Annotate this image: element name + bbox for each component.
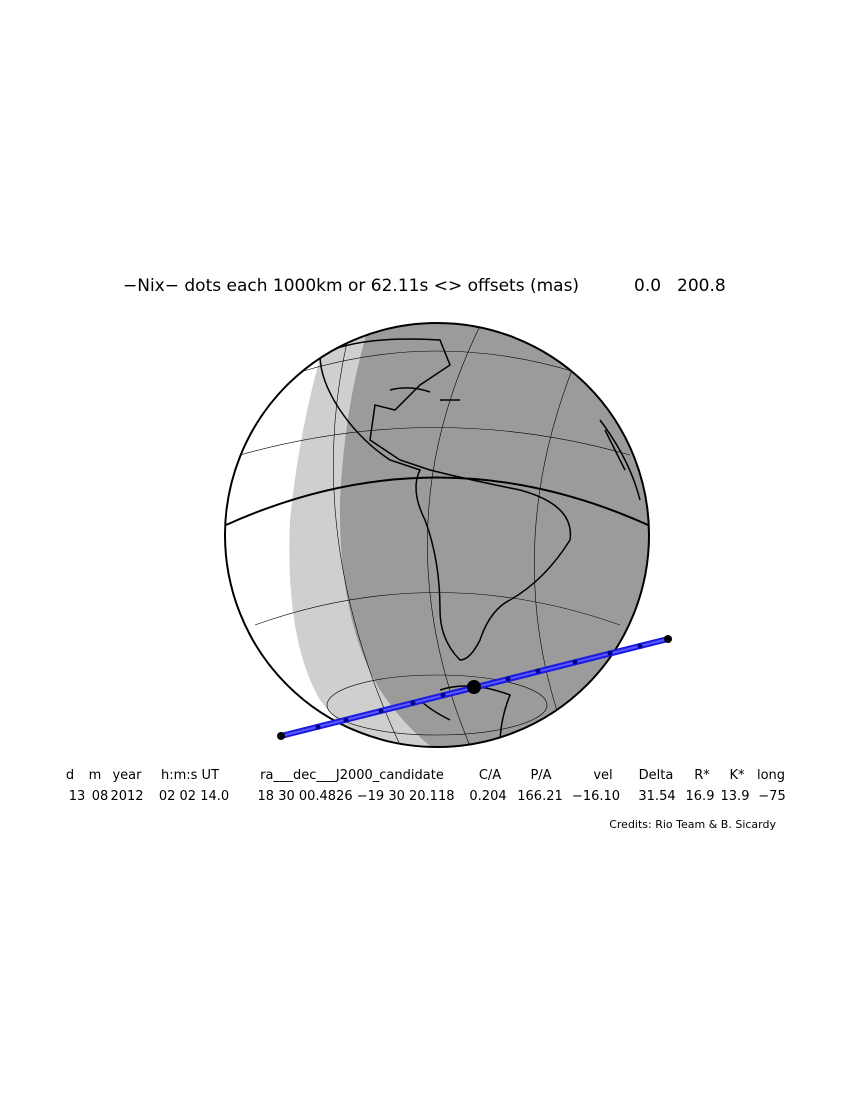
table-header: vel [593, 768, 612, 783]
table-value: −75 [758, 789, 785, 804]
table-value: 02 02 14.0 [159, 789, 229, 804]
table-header: year [112, 768, 142, 783]
ephemeris-table: d m year h:m:s UT ra___dec___J2000_candidate… [66, 768, 786, 804]
title: −Nix− dots each 1000km or 62.11s <> offs… [123, 276, 579, 296]
table-header: Delta [639, 768, 674, 783]
table-value: 08 [92, 789, 109, 804]
table-header: ra___dec___J2000_candidate [260, 768, 444, 783]
table-value: 16.9 [686, 789, 715, 804]
table-header: C/A [479, 768, 501, 783]
table-value: 2012 [110, 789, 143, 804]
offset-dec: 200.8 [677, 276, 726, 296]
table-value: 18 30 00.4826 −19 30 20.118 [258, 789, 455, 804]
table-value: 0.204 [469, 789, 506, 804]
table-value: 166.21 [517, 789, 563, 804]
table-header: h:m:s UT [161, 768, 219, 783]
table-header: m [89, 768, 102, 783]
table-header: long [757, 768, 785, 783]
table-header: d [66, 768, 74, 783]
table-header: P/A [530, 768, 551, 783]
offset-ra: 0.0 [634, 276, 661, 296]
table-value: −16.10 [572, 789, 620, 804]
table-value: 13.9 [721, 789, 750, 804]
table-value: 31.54 [638, 789, 675, 804]
table-header: K* [729, 768, 745, 783]
credits: Credits: Rio Team & B. Sicardy [609, 818, 776, 831]
table-value: 13 [69, 789, 86, 804]
shadow-track [277, 635, 672, 740]
table-header: R* [694, 768, 710, 783]
